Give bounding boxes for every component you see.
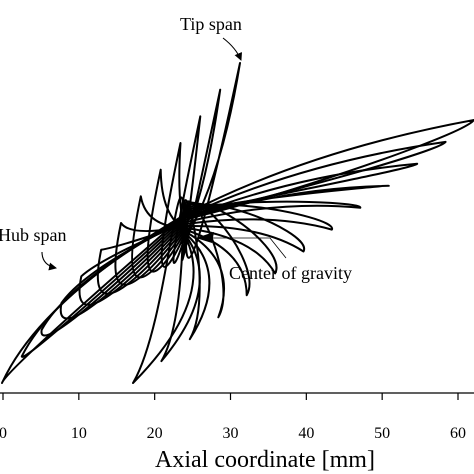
- x-axis-ticks: 0 10 20 30 40 50 60: [0, 393, 466, 442]
- blade-section-3: [40, 162, 419, 337]
- x-tick-label-4: 40: [298, 425, 314, 442]
- center-of-gravity-leader: [210, 237, 287, 259]
- blade-section-13: [132, 62, 241, 384]
- center-of-gravity-label: Center of gravity: [229, 263, 352, 283]
- center-of-gravity-dot: [182, 231, 190, 239]
- tip-span-arrow: [222, 37, 242, 61]
- x-tick-label-1: 10: [71, 425, 87, 442]
- x-tick-label-6: 60: [450, 425, 466, 442]
- hub-span-arrow: [41, 251, 57, 271]
- blade-sections: [1, 62, 474, 384]
- blade-section-12: [160, 88, 222, 363]
- x-tick-label-3: 30: [223, 425, 239, 442]
- center-of-gravity-arrowhead: [196, 232, 214, 243]
- blade-section-2: [20, 140, 447, 358]
- x-tick-label-0: 0: [0, 425, 7, 442]
- x-tick-label-5: 50: [374, 425, 390, 442]
- hub-span-label: Hub span: [0, 225, 67, 245]
- x-tick-label-2: 20: [147, 425, 163, 442]
- tip-span-label: Tip span: [180, 14, 242, 34]
- x-axis-label: Axial coordinate [mm]: [155, 447, 375, 473]
